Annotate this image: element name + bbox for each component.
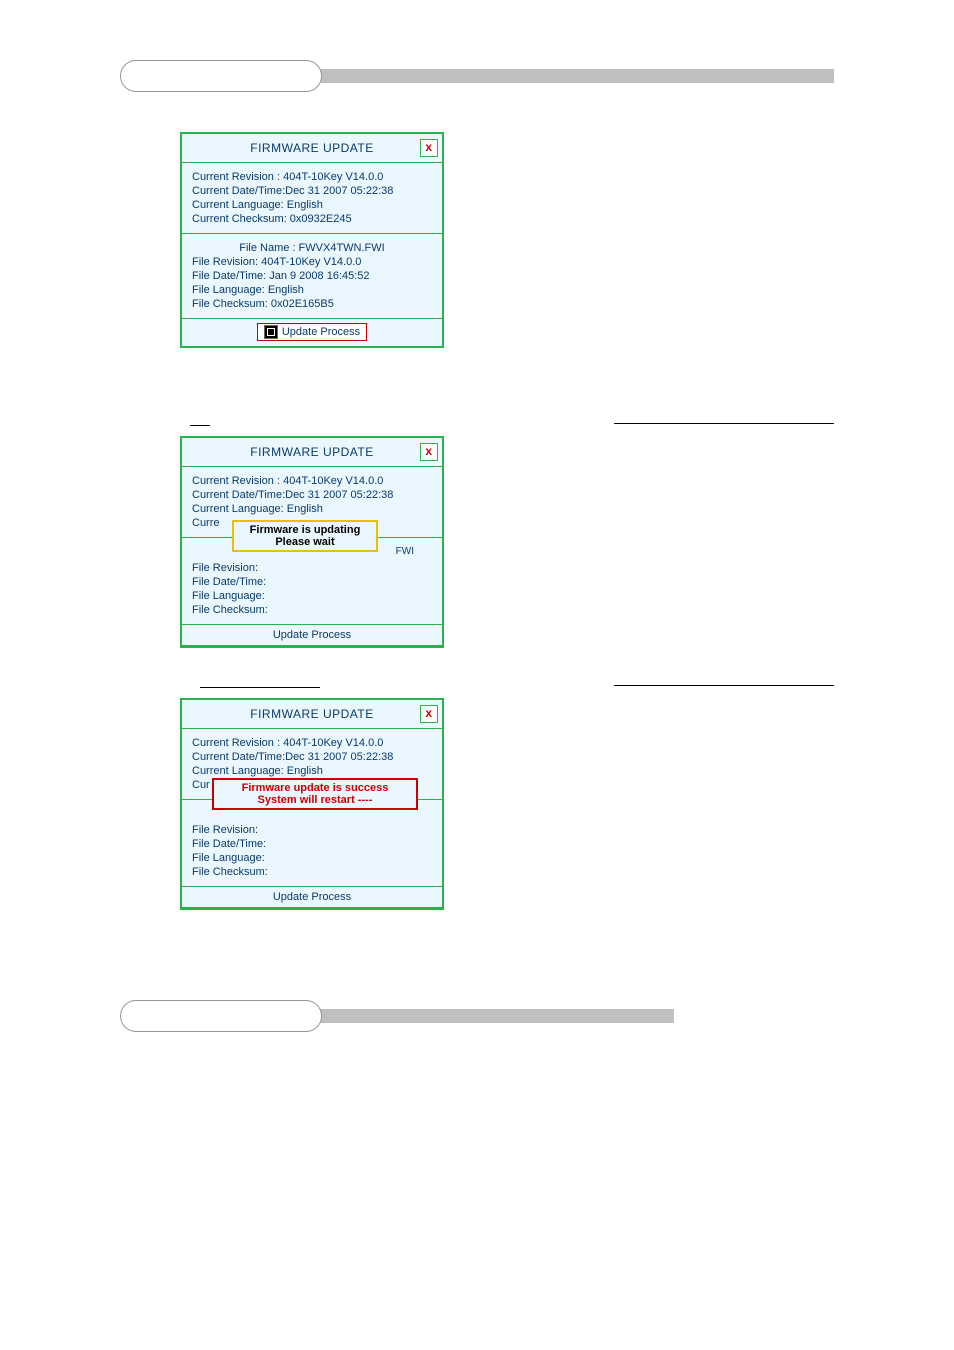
section-pill xyxy=(120,1000,322,1032)
update-row: Update Process xyxy=(182,887,442,908)
file-checksum: File Checksum: xyxy=(192,604,432,616)
firmware-update-dialog-3: FIRMWARE UPDATE x Current Revision : 404… xyxy=(180,698,444,910)
document-page: FIRMWARE UPDATE x Current Revision : 404… xyxy=(0,60,954,1142)
current-revision: Current Revision : 404T-10Key V14.0.0 xyxy=(192,475,432,487)
file-language: File Language: xyxy=(192,590,432,602)
section-rule xyxy=(314,1009,674,1023)
current-datetime: Current Date/Time:Dec 31 2007 05:22:38 xyxy=(192,185,432,197)
success-line1: Firmware update is success xyxy=(220,782,410,794)
section-pill xyxy=(120,60,322,92)
dialog-title: FIRMWARE UPDATE xyxy=(250,445,374,459)
updating-popup: Firmware is updating Please wait xyxy=(232,520,378,552)
file-language: File Language: xyxy=(192,852,432,864)
row-dialog-3: FIRMWARE UPDATE x Current Revision : 404… xyxy=(0,686,954,940)
dialog-title: FIRMWARE UPDATE xyxy=(250,141,374,155)
section-header-bottom xyxy=(120,1000,954,1032)
file-datetime: File Date/Time: Jan 9 2008 16:45:52 xyxy=(192,270,432,282)
current-datetime: Current Date/Time:Dec 31 2007 05:22:38 xyxy=(192,751,432,763)
current-checksum: Current Checksum: 0x0932E245 xyxy=(192,213,432,225)
firmware-update-dialog-2: FIRMWARE UPDATE x Current Revision : 404… xyxy=(180,436,444,648)
current-language: Current Language: English xyxy=(192,503,432,515)
left-caption-line-2 xyxy=(190,424,210,426)
update-process-label: Update Process xyxy=(273,629,351,641)
close-icon[interactable]: x xyxy=(420,705,438,723)
fwi-note: FWI xyxy=(396,546,414,557)
file-datetime: File Date/Time: xyxy=(192,838,432,850)
success-line2: System will restart ---- xyxy=(220,794,410,806)
file-revision: File Revision: 404T-10Key V14.0.0 xyxy=(192,256,432,268)
file-datetime: File Date/Time: xyxy=(192,576,432,588)
update-process-label: Update Process xyxy=(273,891,351,903)
current-revision: Current Revision : 404T-10Key V14.0.0 xyxy=(192,171,432,183)
dialog-title-bar: FIRMWARE UPDATE x xyxy=(182,438,442,467)
file-name: File Name : FWVX4TWN.FWI xyxy=(192,242,432,254)
updating-line1: Firmware is updating xyxy=(240,524,370,536)
row-dialog-2: FIRMWARE UPDATE x Current Revision : 404… xyxy=(0,424,954,686)
update-button-label: Update Process xyxy=(282,326,360,338)
dialog-title-bar: FIRMWARE UPDATE x xyxy=(182,700,442,729)
file-revision: File Revision: xyxy=(192,824,432,836)
file-checksum: File Checksum: xyxy=(192,866,432,878)
row-dialog-1: FIRMWARE UPDATE x Current Revision : 404… xyxy=(0,122,954,424)
current-revision: Current Revision : 404T-10Key V14.0.0 xyxy=(192,737,432,749)
update-icon xyxy=(264,325,278,339)
left-caption-line-3 xyxy=(200,686,320,688)
current-language: Current Language: English xyxy=(192,765,432,777)
current-info-block: Current Revision : 404T-10Key V14.0.0 Cu… xyxy=(182,163,442,234)
file-checksum: File Checksum: 0x02E165B5 xyxy=(192,298,432,310)
file-info-block: File Name : FWVX4TWN.FWI File Revision: … xyxy=(182,234,442,319)
firmware-update-dialog-1: FIRMWARE UPDATE x Current Revision : 404… xyxy=(180,132,444,348)
dialog-title-bar: FIRMWARE UPDATE x xyxy=(182,134,442,163)
file-info-block: File Revision: File Date/Time: File Lang… xyxy=(182,800,442,887)
updating-line2: Please wait xyxy=(240,536,370,548)
close-icon[interactable]: x xyxy=(420,139,438,157)
file-revision: File Revision: xyxy=(192,562,432,574)
success-popup: Firmware update is success System will r… xyxy=(212,778,418,810)
current-datetime: Current Date/Time:Dec 31 2007 05:22:38 xyxy=(192,489,432,501)
update-row: Update Process xyxy=(182,625,442,646)
current-language: Current Language: English xyxy=(192,199,432,211)
section-header-top xyxy=(120,60,954,92)
update-row: Update Process xyxy=(182,319,442,346)
close-icon[interactable]: x xyxy=(420,443,438,461)
dialog-title: FIRMWARE UPDATE xyxy=(250,707,374,721)
file-language: File Language: English xyxy=(192,284,432,296)
section-rule xyxy=(314,69,834,83)
update-process-button[interactable]: Update Process xyxy=(257,323,367,341)
